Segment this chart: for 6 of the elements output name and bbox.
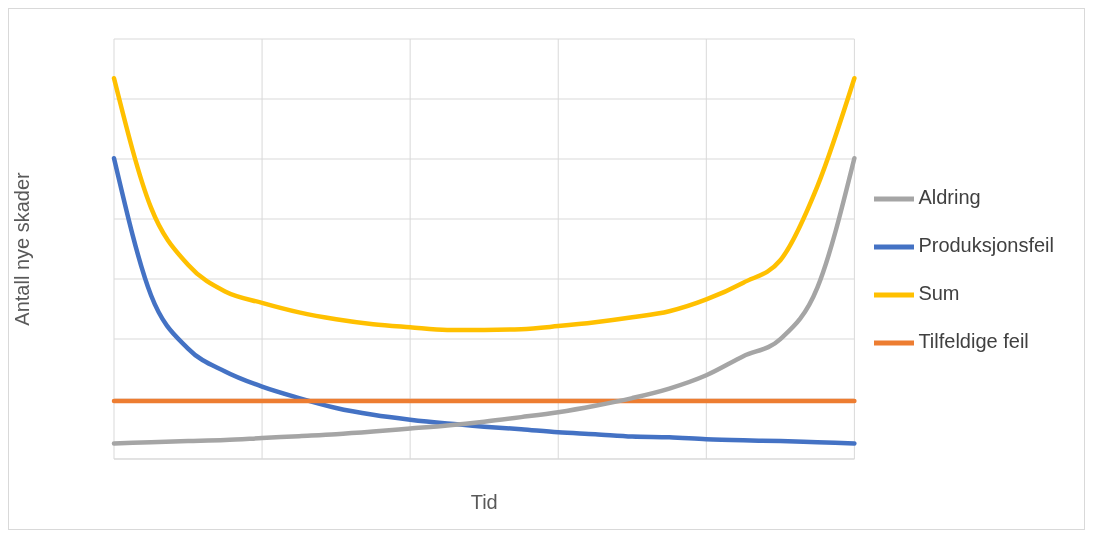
legend-label: Tilfeldige feil [918, 330, 1029, 352]
legend-label: Sum [918, 282, 960, 304]
legend-label: Produksjonsfeil [918, 234, 1054, 256]
y-axis-title: Antall nye skader [10, 171, 33, 326]
x-axis-title: Tid [470, 491, 498, 513]
legend-label: Aldring [918, 186, 981, 208]
